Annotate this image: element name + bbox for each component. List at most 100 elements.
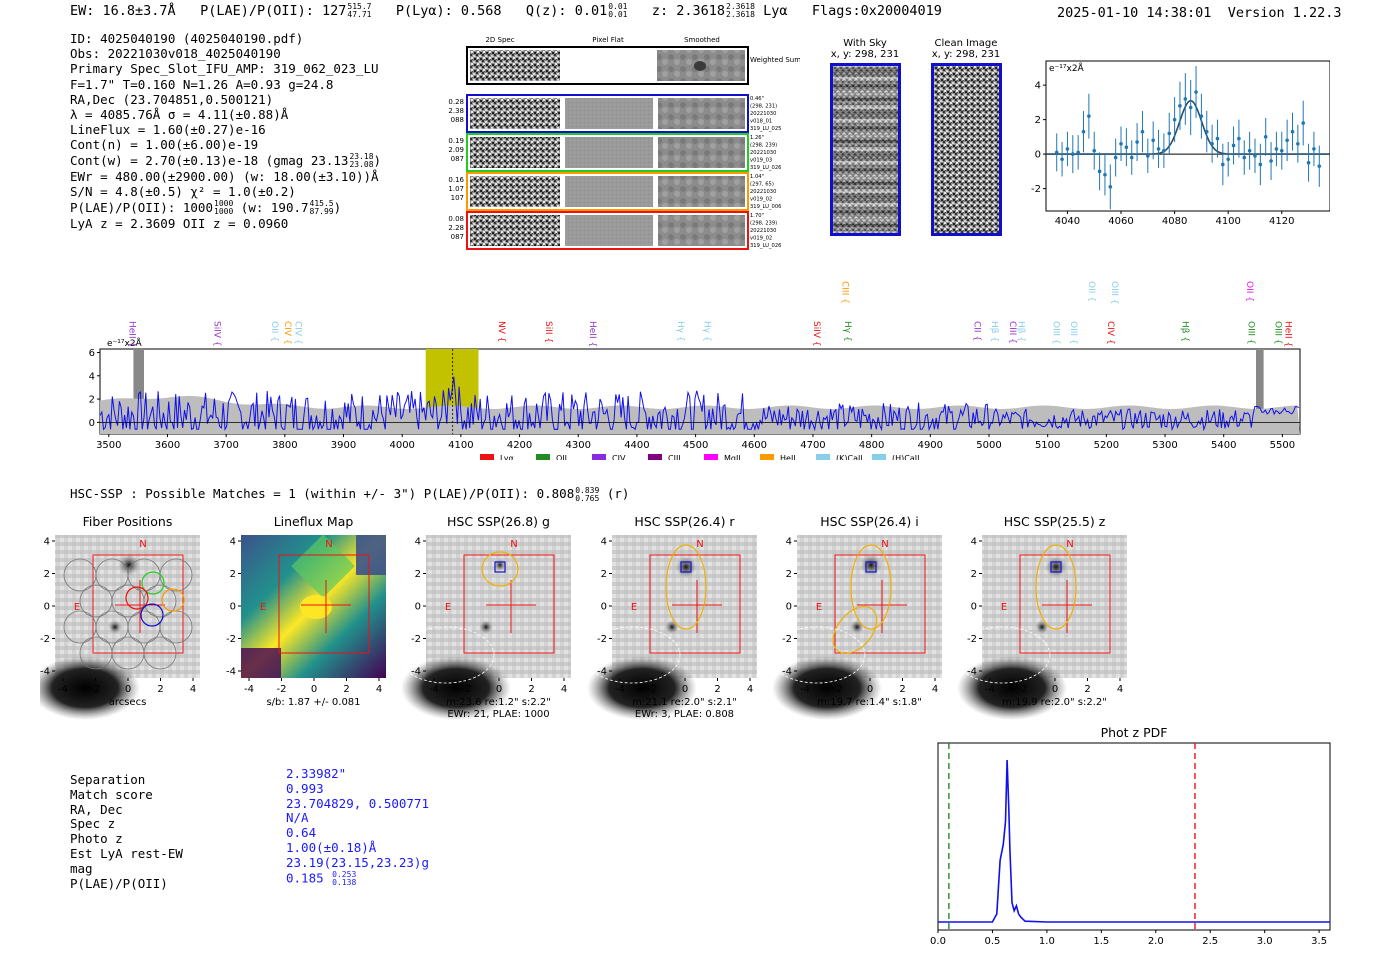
with-sky-xy: x, y: 298, 231: [830, 49, 900, 60]
panel-xtick-label: 4: [932, 684, 938, 695]
spectrum-xtick-label: 5400: [1211, 440, 1236, 451]
spectrum-line-label: Hγ {: [675, 321, 685, 342]
cutout-row-right-value: 319_LU_006: [750, 204, 781, 210]
panel-ytick-label: -4: [411, 667, 421, 678]
compass-north: N: [325, 539, 332, 550]
legend-swatch: [648, 454, 662, 460]
info-sn: S/N = 4.8(±0.5) χ² = 1.0(±0.2): [70, 184, 296, 200]
spectrum-line-label: HeII {: [126, 321, 136, 347]
spectrum-xtick-label: 4400: [624, 440, 649, 451]
weighted-sum-text: Weighted Sum: [750, 56, 800, 64]
spectrum-line-label: CIV {: [282, 321, 292, 345]
legend-swatch: [760, 454, 774, 460]
compass-north: N: [510, 539, 517, 550]
header-qz: Q(z): 0.01: [525, 3, 608, 19]
zoom-point: [1156, 147, 1161, 151]
zoom-point: [1081, 129, 1086, 134]
panel-ytick-label: 2: [415, 569, 421, 580]
panel-match-box: [494, 561, 506, 573]
compass-east: E: [74, 602, 80, 613]
legend-swatch: [816, 454, 830, 460]
panel-xtick-label: -2: [1018, 684, 1028, 695]
match-value: N/A: [286, 810, 309, 826]
zoom-point: [1274, 147, 1279, 151]
cutout-row-right-value: v019_02: [750, 197, 772, 203]
cutout-row-right-value: v019_03: [750, 158, 772, 164]
match-p-fraction: 0.253 0.138: [332, 870, 357, 887]
info-plae-end: ): [333, 199, 342, 215]
cutout-col-2dspec: 2D Spec: [485, 36, 514, 44]
panel-source-ellipse: [665, 544, 707, 630]
panel-ytick-label: 2: [44, 569, 50, 580]
spectrum-xtick-label: 5000: [976, 440, 1001, 451]
legend-swatch: [536, 454, 550, 460]
spectrum-xtick-label: 4900: [918, 440, 943, 451]
cutout-row-left-value: 087: [451, 233, 464, 241]
spectrum-line-label: OII {: [1086, 281, 1096, 302]
spectrum-ytick-label: 4: [89, 371, 95, 382]
compass-east: E: [1001, 602, 1007, 613]
info-ewr: EWr = 480.00(±2900.00) (w: 18.00(±3.10))…: [70, 169, 379, 185]
zoom-xtick-label: 4060: [1108, 216, 1133, 227]
panel-aperture-box: [463, 554, 555, 654]
legend-swatch: [704, 454, 718, 460]
photz-pdf-curve: [938, 759, 1330, 923]
panel-caption: m:21.1 re:2.0" s:2.1": [632, 697, 737, 708]
panel-title: Fiber Positions: [83, 514, 173, 529]
panel-xtick-label: 0: [311, 684, 317, 695]
spectrum-ytick-label: 0: [89, 418, 95, 429]
zoom-point: [1199, 114, 1204, 118]
zoom-point: [1290, 129, 1295, 134]
zoom-point: [1113, 155, 1118, 160]
legend-swatch: [592, 454, 606, 460]
panel-xtick-label: 4: [1117, 684, 1123, 695]
header-z-lo: 2.3618: [726, 10, 755, 19]
cutout-row-spec: [470, 98, 560, 129]
with-sky-frame: [830, 63, 901, 236]
cutout-row-smooth: [658, 137, 745, 168]
legend-swatch: [872, 454, 886, 460]
panel-ytick-label: 4: [601, 537, 607, 548]
info-primary: Primary Spec_Slot_IFU_AMP: 319_062_023_L…: [70, 61, 379, 77]
zoom-line-fit-plot: e⁻¹⁷x2Å 4040 4060 4080 4100 4120 4 2 0 -2: [1031, 60, 1330, 227]
panel-source-ellipse: [850, 544, 892, 630]
spectrum-line-label: CIII {: [1007, 321, 1017, 344]
zoom-point: [1296, 141, 1300, 146]
clean-image-label: Clean Image: [934, 38, 998, 49]
legend-label: (H)CaII: [892, 454, 919, 460]
zoom-ytick-label: -2: [1031, 184, 1041, 195]
match-value: 23.19(23.15,23.23)g: [286, 854, 429, 870]
panel-ytick-label: 0: [230, 602, 236, 613]
panel-ytick-label: -2: [411, 634, 421, 645]
match-p-lo: 0.138: [332, 877, 357, 887]
image-panels: Fiber Positions N E 4 2 0 -2 -4 -4 -2 0 2 4 arcsecs Li…: [40, 514, 1127, 720]
panel-caption-2: EWr: 21, PLAE: 1000: [447, 709, 549, 720]
match-value: 2.33982": [286, 766, 347, 781]
info-plae-lo: 1000: [214, 207, 234, 217]
zoom-point: [1210, 141, 1214, 146]
panel-ytick-label: -4: [782, 667, 792, 678]
spectrum-xtick-label: 5200: [1094, 440, 1119, 451]
panel-target-source: [860, 554, 882, 576]
panels-content: Fiber Positions N E 4 2 0 -2 -4 -4 -2 0 2 4 arcsecs Li…: [40, 514, 1127, 720]
spectrum-line-label: OIII {: [1245, 321, 1255, 345]
panel-companion-source: [479, 620, 493, 634]
panel-ytick-label: -2: [967, 634, 977, 645]
cutout-col-smoothed: Smoothed: [684, 36, 720, 44]
panel-aperture-box: [1019, 554, 1111, 654]
header-z-line: Lyα: [763, 3, 788, 19]
panel-xtick-label: -2: [277, 684, 287, 695]
spectrum-masked-region: [1255, 349, 1264, 434]
photz-xtick-label: 2.0: [1148, 936, 1164, 947]
zoom-point: [1279, 148, 1284, 153]
match-label: Separation: [70, 772, 146, 787]
header-plae-lo: 47.71: [347, 10, 372, 19]
panel-xtick-label: 4: [561, 684, 567, 695]
spectrum-ytick-label: 6: [89, 348, 95, 359]
zoom-point: [1054, 150, 1059, 155]
zoom-point: [1317, 164, 1322, 168]
zoom-xtick-label: 4080: [1162, 216, 1187, 227]
cutout-row-left-value: 2.28: [448, 224, 464, 232]
cutout-row-smooth: [658, 176, 745, 207]
